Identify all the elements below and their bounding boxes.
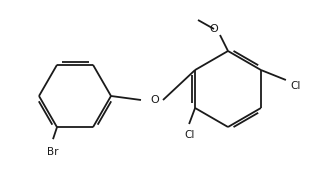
Text: Cl: Cl (184, 130, 194, 140)
Text: Br: Br (47, 147, 59, 157)
Text: O: O (210, 24, 218, 34)
Text: Cl: Cl (290, 81, 300, 91)
Text: O: O (151, 95, 159, 105)
